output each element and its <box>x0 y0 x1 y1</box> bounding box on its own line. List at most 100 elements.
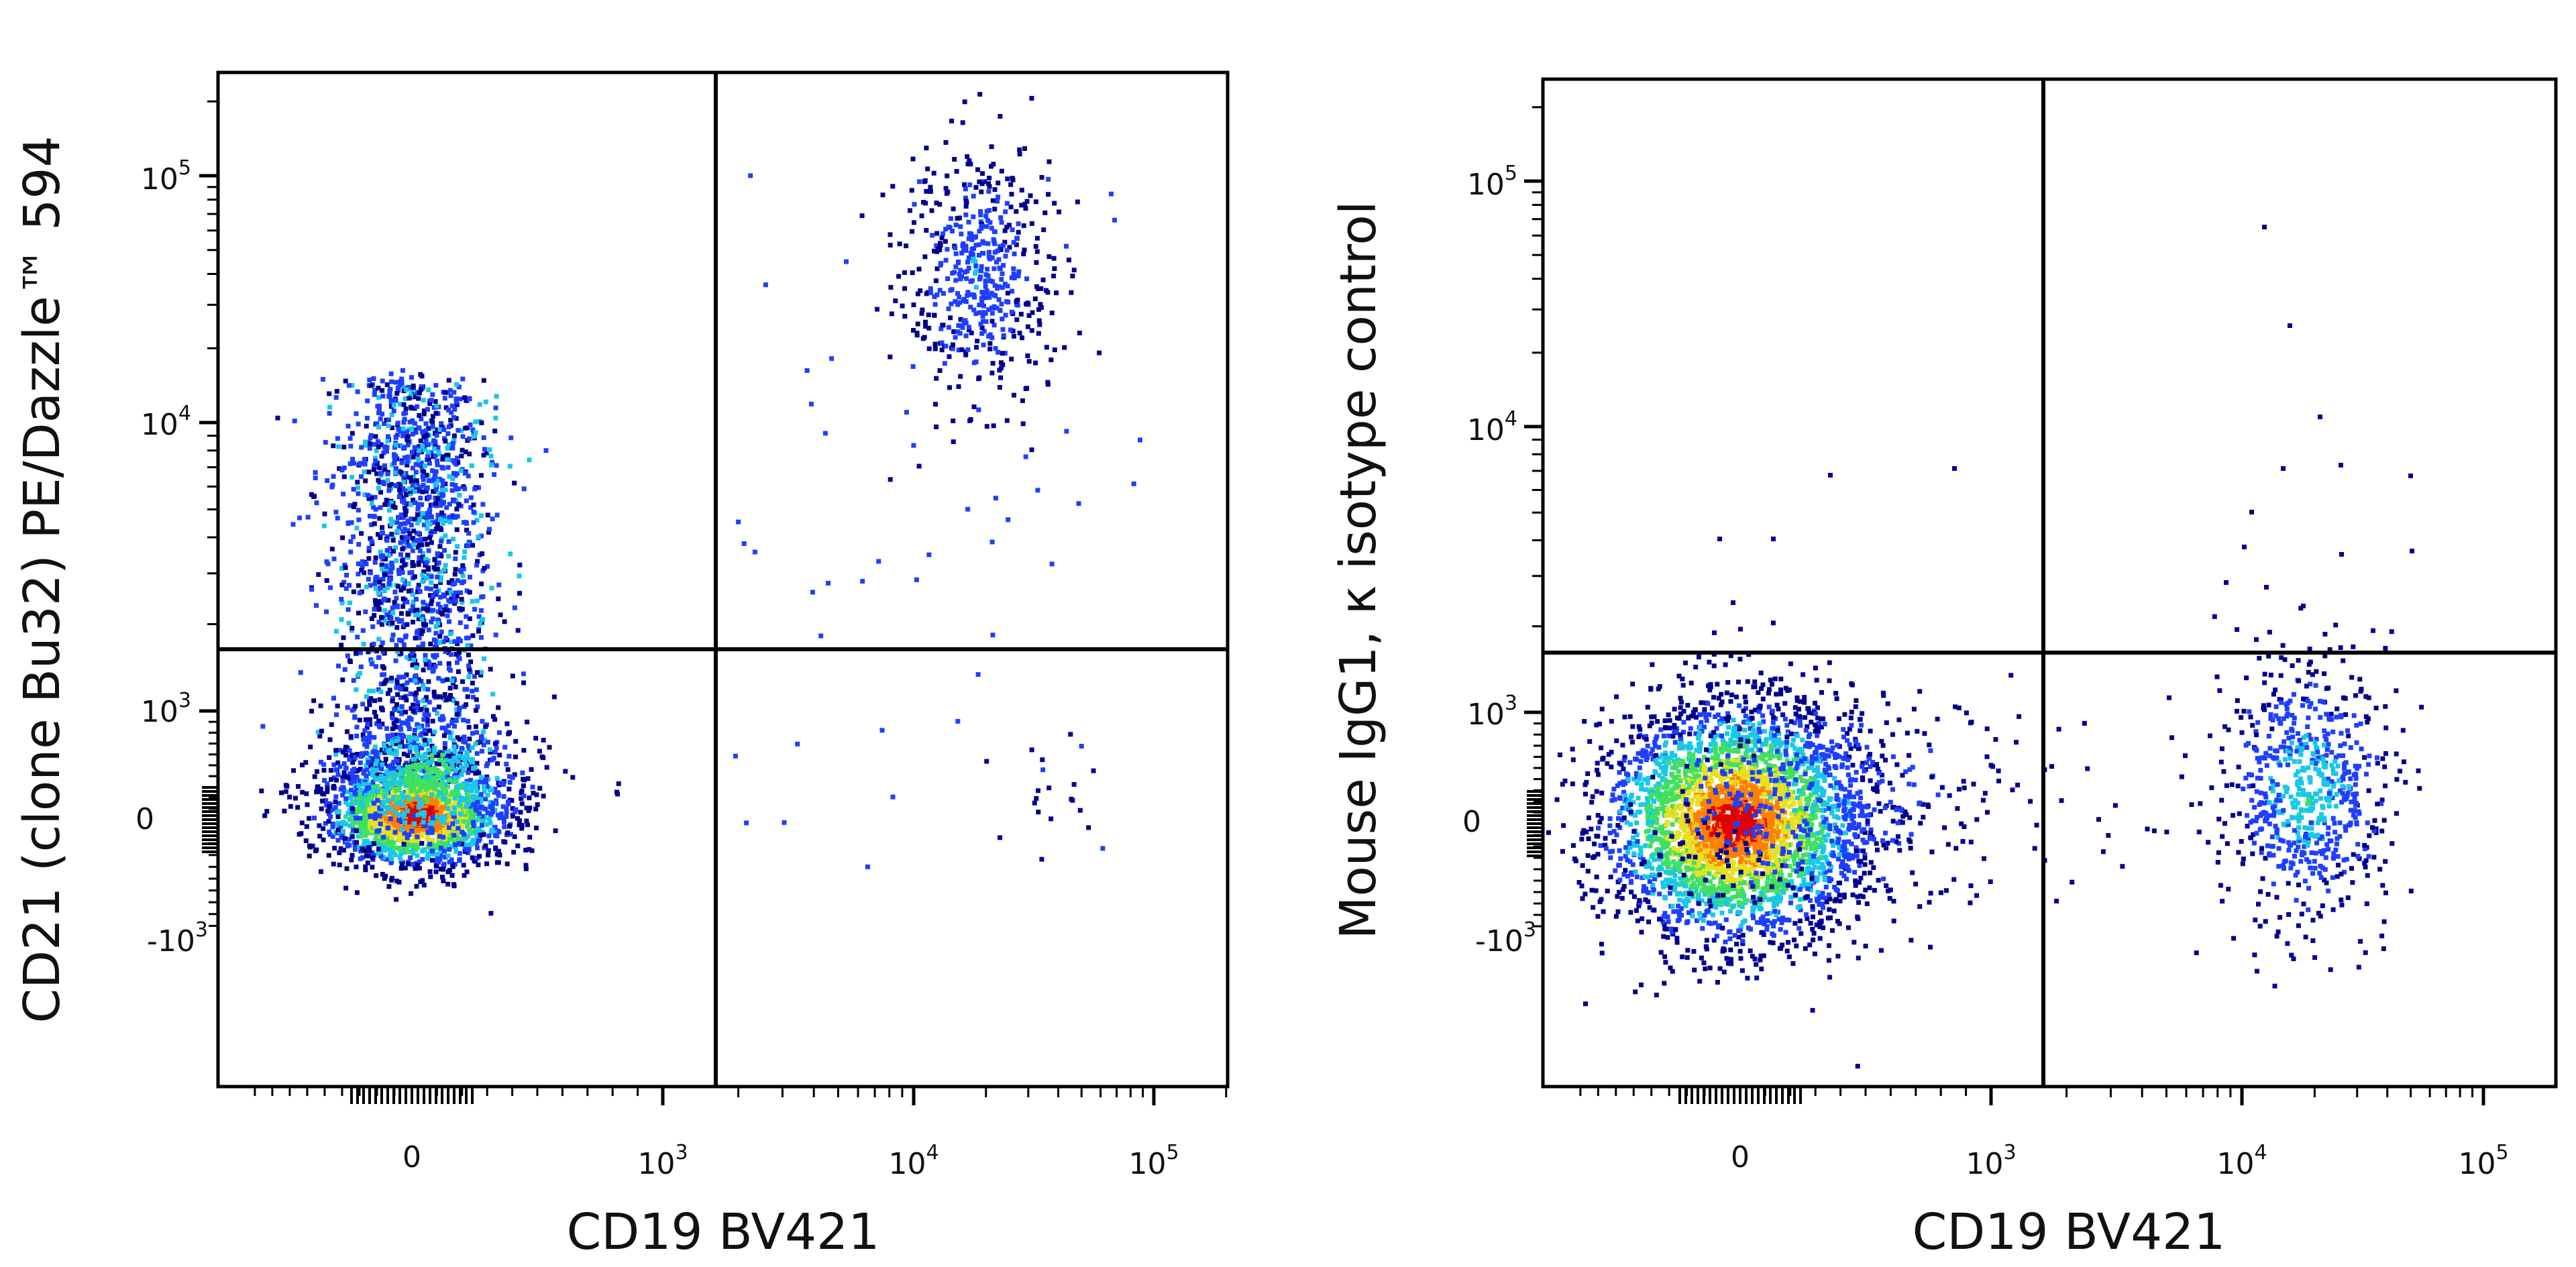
event-dot <box>341 829 346 834</box>
event-dot <box>412 574 417 580</box>
event-dot <box>1594 722 1599 728</box>
event-dot <box>529 848 535 853</box>
event-dot <box>442 740 447 746</box>
event-dot <box>980 319 985 324</box>
event-dot <box>460 573 466 578</box>
event-dot <box>949 118 954 123</box>
event-dot <box>1016 221 1021 227</box>
event-dot <box>1672 706 1677 712</box>
event-dot <box>394 520 400 525</box>
event-dot <box>461 819 466 824</box>
event-dot <box>433 496 438 500</box>
event-dot <box>380 672 385 677</box>
event-dot <box>517 822 522 828</box>
event-dot <box>844 259 849 264</box>
event-dot <box>375 404 380 409</box>
event-dot <box>1026 359 1032 364</box>
event-dot <box>347 461 353 466</box>
event-dot <box>959 250 965 256</box>
event-dot <box>1579 883 1585 889</box>
event-dot <box>340 793 345 797</box>
event-dot <box>449 844 454 849</box>
event-dot <box>916 266 922 272</box>
event-dot <box>463 449 468 455</box>
event-dot <box>390 696 396 701</box>
event-dot <box>398 850 404 856</box>
event-dot <box>380 832 386 836</box>
event-dot <box>510 673 515 679</box>
event-dot <box>392 774 397 779</box>
event-dot <box>1579 836 1585 842</box>
event-dot <box>1019 203 1024 208</box>
event-dot <box>397 806 402 811</box>
event-dot <box>422 447 427 452</box>
event-dot <box>345 607 351 612</box>
event-dot <box>348 549 354 555</box>
event-dot <box>367 730 372 736</box>
event-dot <box>1004 201 1010 206</box>
event-dot <box>413 673 419 678</box>
event-dot <box>451 537 456 542</box>
event-dot <box>300 763 305 767</box>
event-dot <box>449 720 455 726</box>
event-dot <box>384 677 389 683</box>
event-dot <box>348 795 354 801</box>
event-dot <box>1593 888 1599 893</box>
event-dot <box>446 799 451 804</box>
event-dot <box>367 848 372 853</box>
event-dot <box>421 814 427 819</box>
event-dot <box>419 631 424 637</box>
event-dot <box>485 810 490 816</box>
event-dot <box>974 345 979 350</box>
event-dot <box>1014 242 1019 247</box>
event-dot <box>1874 847 1880 852</box>
event-dot <box>494 798 498 804</box>
event-dot <box>437 594 443 600</box>
event-dot <box>354 525 360 531</box>
event-dot <box>950 229 955 233</box>
event-dot <box>818 633 824 639</box>
event-dot <box>991 229 997 234</box>
event-dot <box>1064 429 1069 434</box>
event-dot <box>1831 908 1837 914</box>
event-dot <box>1609 749 1614 755</box>
event-dot <box>464 702 469 708</box>
event-dot <box>1554 797 1560 802</box>
event-dot <box>476 770 482 775</box>
event-dot <box>563 769 568 774</box>
event-dot <box>319 806 324 812</box>
event-dot <box>371 793 376 798</box>
event-dot <box>977 310 982 315</box>
event-dot <box>411 619 415 624</box>
event-dot <box>389 560 394 565</box>
event-dot <box>421 683 426 687</box>
event-dot <box>1745 975 1750 981</box>
event-dot <box>374 471 380 476</box>
event-dot <box>453 399 459 404</box>
event-dot <box>432 529 437 535</box>
event-dot <box>464 779 470 784</box>
event-dot <box>386 553 391 558</box>
event-dot <box>402 455 407 460</box>
event-dot <box>1009 275 1014 280</box>
event-dot <box>447 502 452 507</box>
event-dot <box>1597 820 1603 825</box>
event-dot <box>403 535 409 540</box>
event-dot <box>409 516 414 522</box>
event-dot <box>456 816 462 822</box>
event-dot <box>928 189 933 194</box>
event-dot <box>366 496 372 501</box>
event-dot <box>390 538 396 543</box>
event-dot <box>350 457 356 462</box>
event-dot <box>880 192 885 198</box>
event-dot <box>1016 269 1022 274</box>
event-dot <box>476 534 481 539</box>
event-dot <box>442 548 447 553</box>
event-dot <box>413 461 419 467</box>
event-dot <box>474 708 478 713</box>
event-dot <box>1685 948 1690 953</box>
event-dot <box>1786 954 1792 959</box>
event-dot <box>351 487 356 492</box>
event-dot <box>1808 921 1813 926</box>
event-dot <box>465 543 470 549</box>
